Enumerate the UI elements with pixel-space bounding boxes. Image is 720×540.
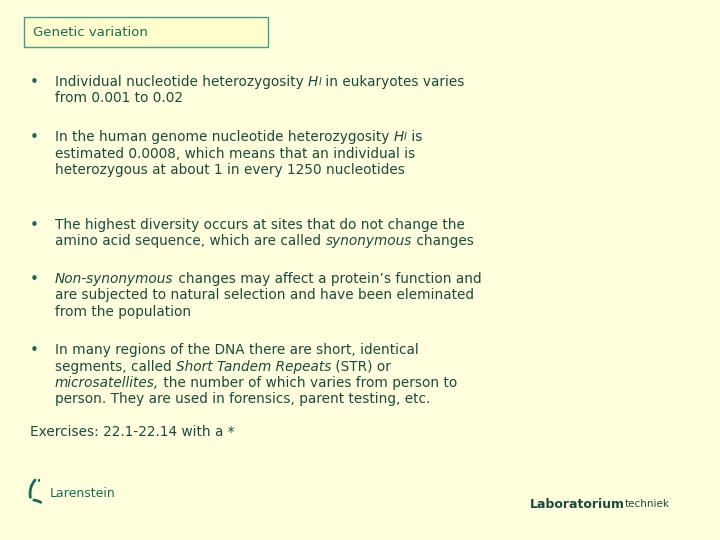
Text: Genetic variation: Genetic variation <box>33 25 148 38</box>
Text: •: • <box>30 130 39 145</box>
Text: from the population: from the population <box>55 305 191 319</box>
Text: amino acid sequence, which are called: amino acid sequence, which are called <box>55 234 325 248</box>
Text: the number of which varies from person to: the number of which varies from person t… <box>159 376 457 390</box>
Text: •: • <box>30 343 39 358</box>
Text: synonymous: synonymous <box>325 234 412 248</box>
Text: changes: changes <box>412 234 474 248</box>
Text: Individual nucleotide heterozygosity: Individual nucleotide heterozygosity <box>55 75 308 89</box>
Text: In the human genome nucleotide heterozygosity: In the human genome nucleotide heterozyg… <box>55 130 394 144</box>
Text: (STR) or: (STR) or <box>331 360 391 374</box>
Text: is: is <box>407 130 422 144</box>
Text: Non-synonymous: Non-synonymous <box>55 272 174 286</box>
Text: Laboratorium: Laboratorium <box>530 497 625 510</box>
Text: •: • <box>30 75 39 90</box>
Text: person. They are used in forensics, parent testing, etc.: person. They are used in forensics, pare… <box>55 393 431 407</box>
Text: Short Tandem Repeats: Short Tandem Repeats <box>176 360 331 374</box>
Text: Larenstein: Larenstein <box>50 487 116 500</box>
Text: H: H <box>394 130 404 144</box>
Text: In many regions of the DNA there are short, identical: In many regions of the DNA there are sho… <box>55 343 419 357</box>
Text: heterozygous at about 1 in every 1250 nucleotides: heterozygous at about 1 in every 1250 nu… <box>55 163 405 177</box>
Text: microsatellites,: microsatellites, <box>55 376 159 390</box>
FancyBboxPatch shape <box>24 17 268 47</box>
Text: segments, called: segments, called <box>55 360 176 374</box>
Text: from 0.001 to 0.02: from 0.001 to 0.02 <box>55 91 183 105</box>
Text: in eukaryotes varies: in eukaryotes varies <box>321 75 464 89</box>
Text: I: I <box>404 132 407 142</box>
Text: The highest diversity occurs at sites that do not change the: The highest diversity occurs at sites th… <box>55 218 465 232</box>
Text: changes may affect a protein’s function and: changes may affect a protein’s function … <box>174 272 481 286</box>
Text: techniek: techniek <box>625 499 670 509</box>
Text: •: • <box>30 218 39 233</box>
Text: H: H <box>308 75 318 89</box>
Text: Exercises: 22.1-22.14 with a *: Exercises: 22.1-22.14 with a * <box>30 425 235 439</box>
Text: estimated 0.0008, which means that an individual is: estimated 0.0008, which means that an in… <box>55 146 415 160</box>
Text: I: I <box>318 77 321 87</box>
Text: are subjected to natural selection and have been eleminated: are subjected to natural selection and h… <box>55 288 474 302</box>
Text: •: • <box>30 272 39 287</box>
